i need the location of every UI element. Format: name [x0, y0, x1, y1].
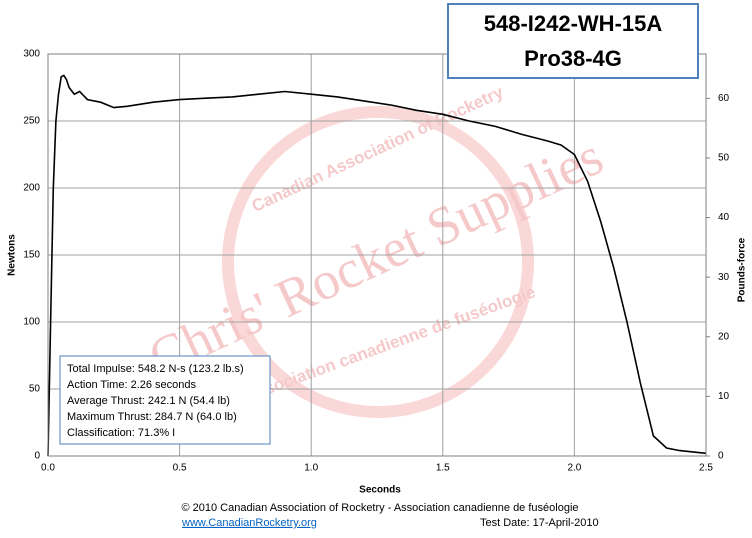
- info-line: Classification: 71.3% I: [67, 427, 175, 439]
- y-tick-label: 250: [23, 116, 40, 127]
- x-tick-label: 0.0: [41, 463, 55, 474]
- info-line: Average Thrust: 242.1 N (54.4 lb): [67, 395, 230, 407]
- y-tick-label: 150: [23, 250, 40, 261]
- y-axis-label: Newtons: [7, 234, 18, 276]
- x-tick-label: 1.5: [436, 463, 450, 474]
- info-box: [59, 355, 271, 445]
- info-lines: Total Impulse: 548.2 N-s (123.2 lb.s) Act…: [67, 363, 244, 439]
- copyright: © 2010 Canadian Association of Rocketry …: [181, 502, 578, 514]
- plot-frame: [47, 53, 707, 457]
- info-line: Action Time: 2.26 seconds: [67, 379, 197, 391]
- title-box: [447, 3, 699, 79]
- y2-axis-label: Pounds-force: [737, 237, 748, 302]
- watermark-ring: [222, 106, 534, 418]
- x-tick-label: 2.5: [699, 463, 713, 474]
- chart-title: Pro38-4G: [524, 46, 622, 71]
- y2-tick-label: 20: [718, 331, 730, 342]
- website-link[interactable]: www.CanadianRocketry.org: [181, 517, 317, 529]
- test-date: Test Date: 17-April-2010: [480, 517, 599, 529]
- y-tick-label: 0: [34, 451, 40, 462]
- y-tick-label: 100: [23, 317, 40, 328]
- y2-tick-label: 50: [718, 153, 730, 164]
- y-tick-label: 300: [23, 49, 40, 60]
- y2-tick-label: 10: [718, 391, 730, 402]
- x-tick-label: 2.0: [567, 463, 581, 474]
- info-line: Total Impulse: 548.2 N-s (123.2 lb.s): [67, 363, 244, 375]
- info-line: Maximum Thrust: 284.7 N (64.0 lb): [67, 411, 237, 423]
- chart-title: 548-I242-WH-15A: [484, 11, 663, 36]
- x-tick-label: 1.0: [304, 463, 318, 474]
- y2-tick-label: 40: [718, 212, 730, 223]
- x-tick-label: 0.5: [173, 463, 187, 474]
- thrust-curve: [47, 74, 707, 457]
- y2-tick-label: 0: [718, 451, 724, 462]
- y-tick-label: 50: [29, 384, 41, 395]
- y2-tick-label: 60: [718, 93, 730, 104]
- y-tick-label: 200: [23, 183, 40, 194]
- y2-tick-label: 30: [718, 272, 730, 283]
- x-axis-label: Seconds: [359, 485, 401, 496]
